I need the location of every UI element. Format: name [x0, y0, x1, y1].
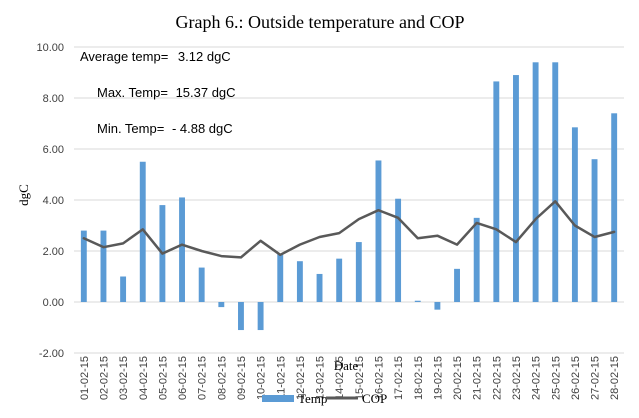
legend-label-cop: COP [362, 391, 387, 406]
annotation-max-temp: Max. Temp= 15.37 dgC [97, 85, 236, 100]
bar-temp-18-02-15 [414, 300, 421, 302]
annotation-max-label: Max. Temp= [97, 85, 168, 100]
annotation-min-value: - 4.88 dgC [172, 121, 233, 136]
bar-temp-03-02-15 [120, 276, 127, 302]
x-axis-label: Date [334, 358, 359, 373]
x-tick-label: 07-02-15 [197, 356, 209, 400]
x-tick-label: 11-02-15 [275, 356, 287, 399]
annotation-max-value: 15.37 dgC [176, 85, 236, 100]
x-tick-label: 24-02-15 [531, 356, 543, 400]
x-tick-label: 09-02-15 [236, 356, 248, 400]
bar-temp-20-02-15 [454, 268, 460, 302]
bar-temp-10-02-15 [257, 302, 264, 331]
y-tick-label: 8.00 [43, 93, 64, 105]
chart-title: Graph 6.: Outside temperature and COP [176, 12, 465, 32]
x-tick-label: 04-02-15 [138, 356, 150, 400]
x-tick-label: 01-02-15 [79, 356, 91, 400]
x-tick-label: 26-02-15 [570, 356, 582, 400]
x-tick-label: 23-02-15 [511, 356, 523, 400]
bar-series-temp [80, 62, 618, 331]
bar-temp-14-02-15 [336, 258, 343, 302]
bar-temp-04-02-15 [139, 161, 146, 302]
stats-annotations: Average temp= 3.12 dgC Max. Temp= 15.37 … [80, 49, 236, 136]
bar-temp-06-02-15 [179, 197, 185, 302]
bar-temp-13-02-15 [316, 273, 323, 302]
legend-swatch-temp [262, 395, 294, 402]
x-tick-label: 12-02-15 [295, 356, 307, 400]
x-tick-label: 03-02-15 [118, 356, 130, 400]
annotation-min-temp: Min. Temp= - 4.88 dgC [97, 121, 233, 136]
bar-temp-01-02-15 [80, 230, 87, 302]
x-tick-label: 17-02-15 [393, 356, 405, 400]
x-axis-ticks: 01-02-15 02-02-15 03-02-15 04-02-15 05-02-15… [79, 356, 621, 400]
y-tick-label: 0.00 [43, 297, 64, 309]
x-tick-label: 18-02-15 [413, 356, 425, 400]
legend-label-temp: Temp [298, 391, 327, 406]
bar-temp-28-02-15 [611, 113, 618, 302]
y-tick-label: 6.00 [43, 144, 64, 156]
x-tick-label: 10-02-15 [256, 356, 268, 400]
bar-temp-23-02-15 [513, 75, 519, 302]
bar-temp-07-02-15 [198, 267, 205, 302]
bar-temp-17-02-15 [395, 198, 402, 302]
y-axis-ticks: -2.00 0.00 2.00 4.00 6.00 8.00 10.00 [36, 42, 64, 360]
bar-temp-16-02-15 [375, 160, 382, 302]
x-tick-label: 19-02-15 [432, 356, 444, 400]
bar-temp-27-02-15 [591, 159, 598, 302]
bar-temp-22-02-15 [493, 81, 500, 302]
annotation-average-value: 3.12 dgC [178, 49, 231, 64]
bar-temp-24-02-15 [532, 62, 539, 302]
y-tick-label: 10.00 [36, 42, 64, 54]
line-series-cop [82, 200, 616, 259]
x-tick-label: 05-02-15 [157, 356, 169, 400]
x-tick-label: 25-02-15 [550, 356, 562, 400]
bar-temp-02-02-15 [100, 230, 107, 302]
bar-temp-12-02-15 [296, 261, 303, 302]
bar-temp-21-02-15 [473, 217, 480, 302]
line-cop [82, 200, 616, 259]
bar-temp-09-02-15 [238, 302, 244, 331]
x-tick-label: 14-02-15 [334, 356, 346, 400]
bar-temp-15-02-15 [355, 242, 362, 302]
x-tick-label: 28-02-15 [609, 356, 621, 400]
bar-temp-26-02-15 [571, 127, 578, 302]
x-tick-label: 13-02-15 [315, 356, 327, 400]
x-tick-label: 15-02-15 [354, 356, 366, 400]
annotation-average-label: Average temp= [80, 49, 168, 64]
bar-temp-08-02-15 [218, 302, 225, 308]
legend: Temp COP [262, 391, 387, 406]
y-tick-label: 4.00 [43, 195, 64, 207]
bar-temp-11-02-15 [277, 253, 284, 302]
x-tick-label: 22-02-15 [491, 356, 503, 400]
x-tick-label: 08-02-15 [216, 356, 228, 400]
bar-temp-25-02-15 [552, 62, 559, 302]
x-tick-label: 16-02-15 [373, 356, 385, 400]
x-tick-label: 27-02-15 [590, 356, 602, 400]
annotation-average-temp: Average temp= 3.12 dgC [80, 49, 231, 64]
x-tick-label: 21-02-15 [472, 356, 484, 400]
x-tick-label: 02-02-15 [98, 356, 110, 400]
annotation-min-label: Min. Temp= [97, 121, 164, 136]
bar-temp-19-02-15 [434, 302, 441, 310]
y-tick-label: -2.00 [39, 348, 64, 360]
x-tick-label: 20-02-15 [452, 356, 464, 400]
x-tick-label: 06-02-15 [177, 356, 189, 400]
y-tick-label: 2.00 [43, 246, 64, 258]
y-axis-label: dgC [16, 184, 31, 206]
